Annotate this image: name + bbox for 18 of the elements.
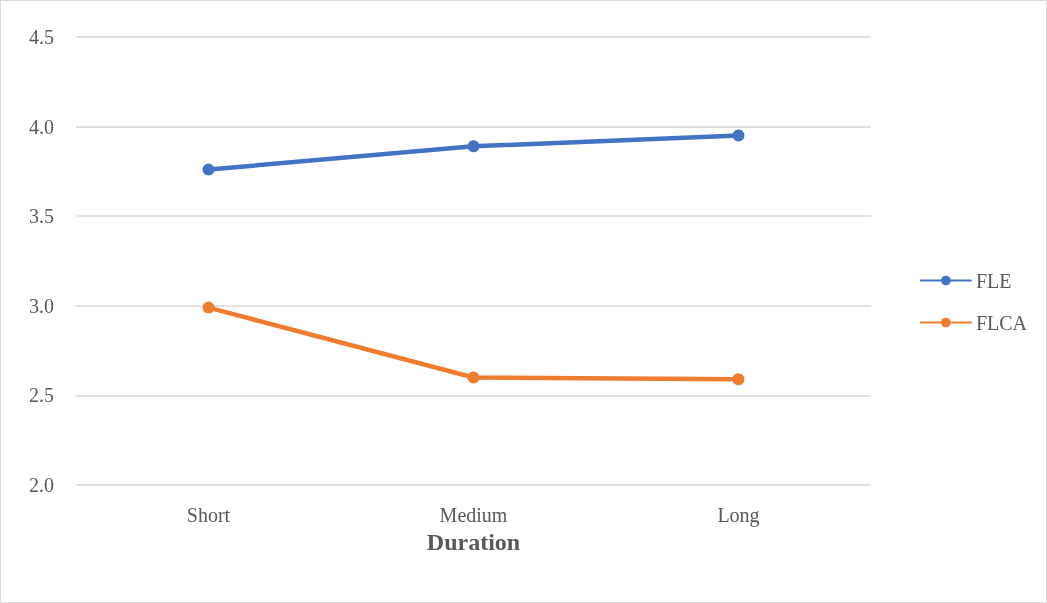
- x-tick-label: Medium: [439, 504, 508, 526]
- point: [732, 373, 745, 386]
- y-tick-label: 2.5: [29, 384, 54, 407]
- point: [467, 371, 480, 384]
- y-tick-label: 4.0: [29, 115, 54, 138]
- y-tick-label: 3.5: [29, 205, 54, 228]
- legend-label: FLCA: [975, 311, 1028, 334]
- point: [202, 301, 215, 314]
- x-tick-label: Long: [717, 504, 760, 527]
- y-tick-label: 3.0: [29, 294, 54, 317]
- point: [467, 140, 480, 153]
- y-tick-label: 4.5: [29, 26, 54, 48]
- y-tick-label: 2.0: [29, 474, 54, 496]
- x-tick-label: Short: [186, 504, 231, 526]
- point: [202, 163, 215, 176]
- x-axis-title: Duration: [426, 528, 521, 555]
- legend-label: FLE: [975, 269, 1012, 292]
- point: [732, 129, 745, 142]
